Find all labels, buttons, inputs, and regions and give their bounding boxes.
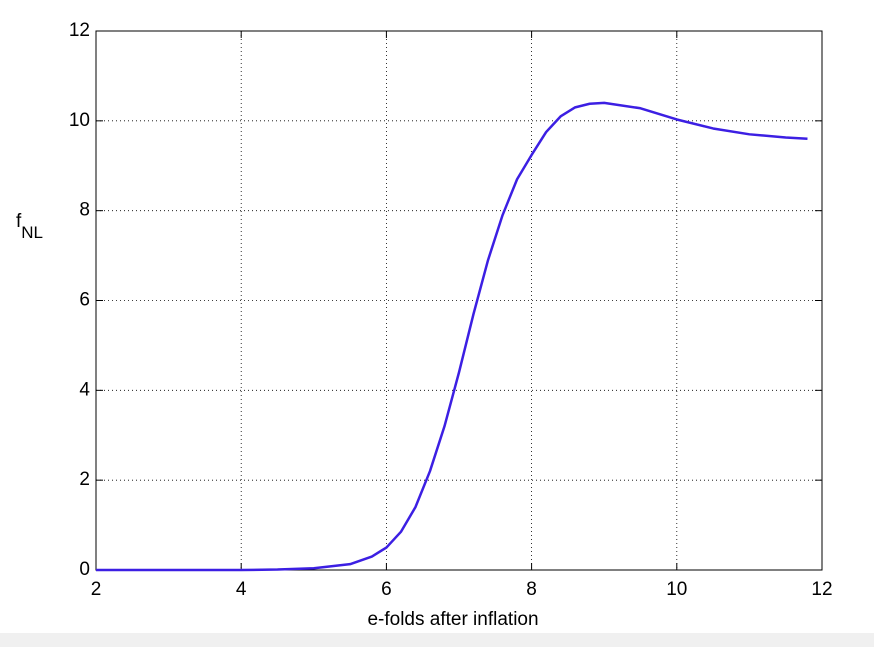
x-tick-label: 10 <box>666 579 687 600</box>
x-tick-label: 12 <box>811 579 832 600</box>
y-axis-label-main: f <box>16 211 22 232</box>
x-tick-label: 8 <box>526 579 537 600</box>
y-tick-label: 4 <box>79 379 90 400</box>
y-tick-label: 0 <box>79 559 90 580</box>
footer-strip <box>0 633 874 647</box>
x-tick-label: 4 <box>236 579 247 600</box>
y-tick-label: 12 <box>69 20 90 41</box>
line <box>96 101 808 572</box>
y-axis-label: fNL <box>16 211 43 242</box>
y-tick-label: 6 <box>79 290 90 311</box>
y-axis-label-subscript: NL <box>21 223 43 242</box>
x-tick-label: 6 <box>381 579 392 600</box>
y-tick-label: 8 <box>79 200 90 221</box>
x-axis-label: e-folds after inflation <box>367 609 538 630</box>
axes-frame <box>95 30 823 571</box>
x-tick-label: 2 <box>91 579 102 600</box>
y-tick-label: 2 <box>79 469 90 490</box>
y-tick-label: 10 <box>69 110 90 131</box>
